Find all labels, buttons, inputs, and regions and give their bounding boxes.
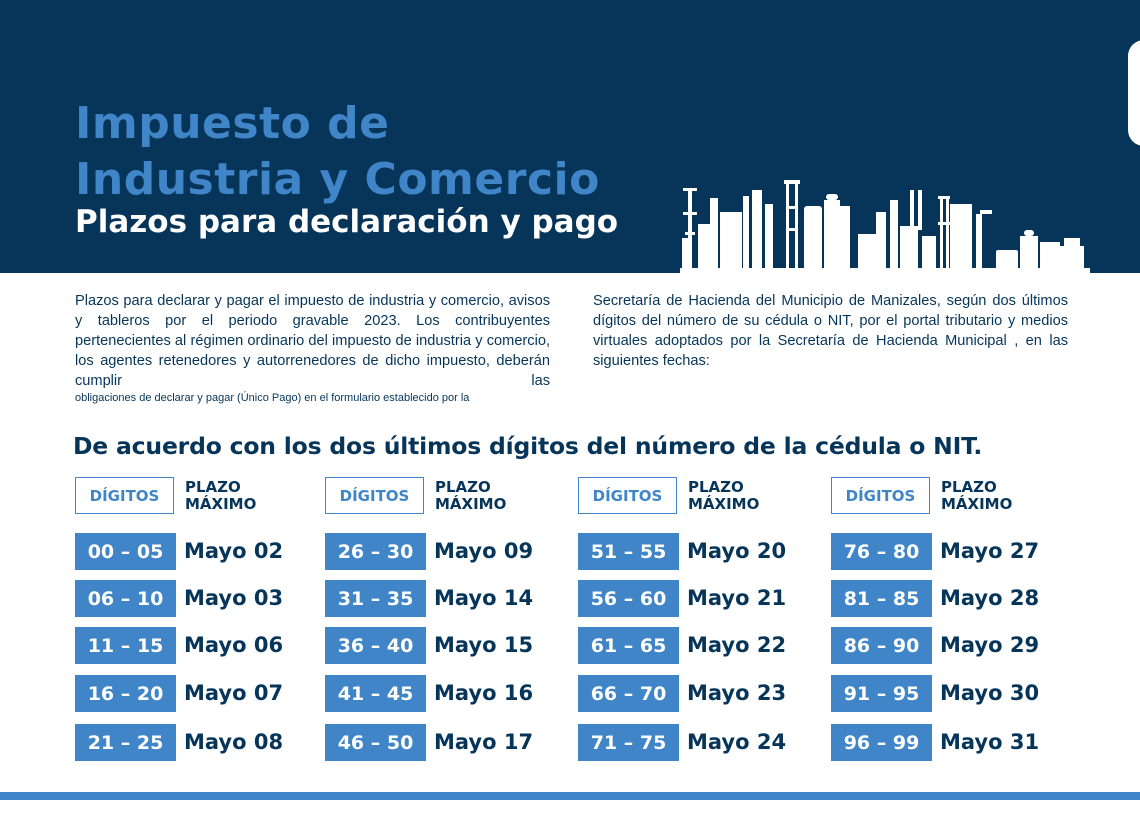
- digit-range-badge: 26 – 30: [325, 533, 426, 570]
- digit-range-badge: 36 – 40: [325, 627, 426, 664]
- digit-range-badge: 41 – 45: [325, 675, 426, 712]
- header-plazo-line1: PLAZO: [941, 478, 997, 496]
- deadline-date: Mayo 09: [434, 539, 534, 563]
- deadline-date: Mayo 27: [940, 539, 1040, 563]
- intro-left-small: obligaciones de declarar y pagar (Único …: [75, 392, 470, 404]
- header-digitos: DÍGITOS: [75, 477, 174, 514]
- digit-range-badge: 61 – 65: [578, 627, 679, 664]
- deadline-date: Mayo 15: [434, 633, 534, 657]
- digit-range-badge: 51 – 55: [578, 533, 679, 570]
- digit-range-badge: 91 – 95: [831, 675, 932, 712]
- footer-bar: [0, 792, 1140, 800]
- title-line-2: Industria y Comercio: [75, 154, 600, 205]
- header-plazo-line2: MÁXIMO: [688, 495, 760, 513]
- deadline-date: Mayo 20: [687, 539, 787, 563]
- deadline-date: Mayo 24: [687, 730, 787, 754]
- section-heading: De acuerdo con los dos últimos dígitos d…: [73, 432, 983, 460]
- deadline-date: Mayo 16: [434, 681, 534, 705]
- deadline-date: Mayo 03: [184, 586, 284, 610]
- header-plazo-line1: PLAZO: [435, 478, 491, 496]
- header-plazo-line2: MÁXIMO: [185, 495, 257, 513]
- deadline-date: Mayo 29: [940, 633, 1040, 657]
- digit-range-badge: 71 – 75: [578, 724, 679, 761]
- header-plazo-maximo: PLAZO MÁXIMO: [688, 479, 759, 513]
- digit-range-badge: 66 – 70: [578, 675, 679, 712]
- deadline-date: Mayo 08: [184, 730, 284, 754]
- subtitle: Plazos para declaración y pago: [75, 204, 619, 240]
- header-plazo-maximo: PLAZO MÁXIMO: [185, 479, 256, 513]
- deadline-date: Mayo 06: [184, 633, 284, 657]
- deadline-date: Mayo 30: [940, 681, 1040, 705]
- header-plazo-line1: PLAZO: [185, 478, 241, 496]
- header-plazo-line2: MÁXIMO: [941, 495, 1013, 513]
- digit-range-badge: 00 – 05: [75, 533, 176, 570]
- header-banner: Impuesto de Industria y Comercio Plazos …: [0, 0, 1140, 273]
- decorative-pill: [1128, 40, 1140, 146]
- header-digitos: DÍGITOS: [578, 477, 677, 514]
- header-digitos: DÍGITOS: [831, 477, 930, 514]
- header-digitos: DÍGITOS: [325, 477, 424, 514]
- deadline-date: Mayo 14: [434, 586, 534, 610]
- deadline-date: Mayo 22: [687, 633, 787, 657]
- header-plazo-line2: MÁXIMO: [435, 495, 507, 513]
- header-plazo-maximo: PLAZO MÁXIMO: [435, 479, 506, 513]
- deadline-date: Mayo 21: [687, 586, 787, 610]
- digit-range-badge: 81 – 85: [831, 580, 932, 617]
- digit-range-badge: 31 – 35: [325, 580, 426, 617]
- digit-range-badge: 06 – 10: [75, 580, 176, 617]
- digit-range-badge: 21 – 25: [75, 724, 176, 761]
- intro-left-text: Plazos para declarar y pagar el impuesto…: [75, 293, 550, 389]
- title-line-1: Impuesto de: [75, 98, 390, 149]
- digit-range-badge: 96 – 99: [831, 724, 932, 761]
- deadline-date: Mayo 23: [687, 681, 787, 705]
- digit-range-badge: 76 – 80: [831, 533, 932, 570]
- deadline-date: Mayo 17: [434, 730, 534, 754]
- header-plazo-line1: PLAZO: [688, 478, 744, 496]
- digit-range-badge: 16 – 20: [75, 675, 176, 712]
- deadline-date: Mayo 02: [184, 539, 284, 563]
- deadline-date: Mayo 07: [184, 681, 284, 705]
- header-plazo-maximo: PLAZO MÁXIMO: [941, 479, 1012, 513]
- digit-range-badge: 86 – 90: [831, 627, 932, 664]
- industrial-skyline-icon: [680, 180, 1090, 273]
- deadline-date: Mayo 28: [940, 586, 1040, 610]
- digit-range-badge: 11 – 15: [75, 627, 176, 664]
- digit-range-badge: 46 – 50: [325, 724, 426, 761]
- intro-left: Plazos para declarar y pagar el impuesto…: [75, 291, 550, 405]
- intro-right: Secretaría de Hacienda del Municipio de …: [593, 293, 1068, 369]
- digit-range-badge: 56 – 60: [578, 580, 679, 617]
- deadline-date: Mayo 31: [940, 730, 1040, 754]
